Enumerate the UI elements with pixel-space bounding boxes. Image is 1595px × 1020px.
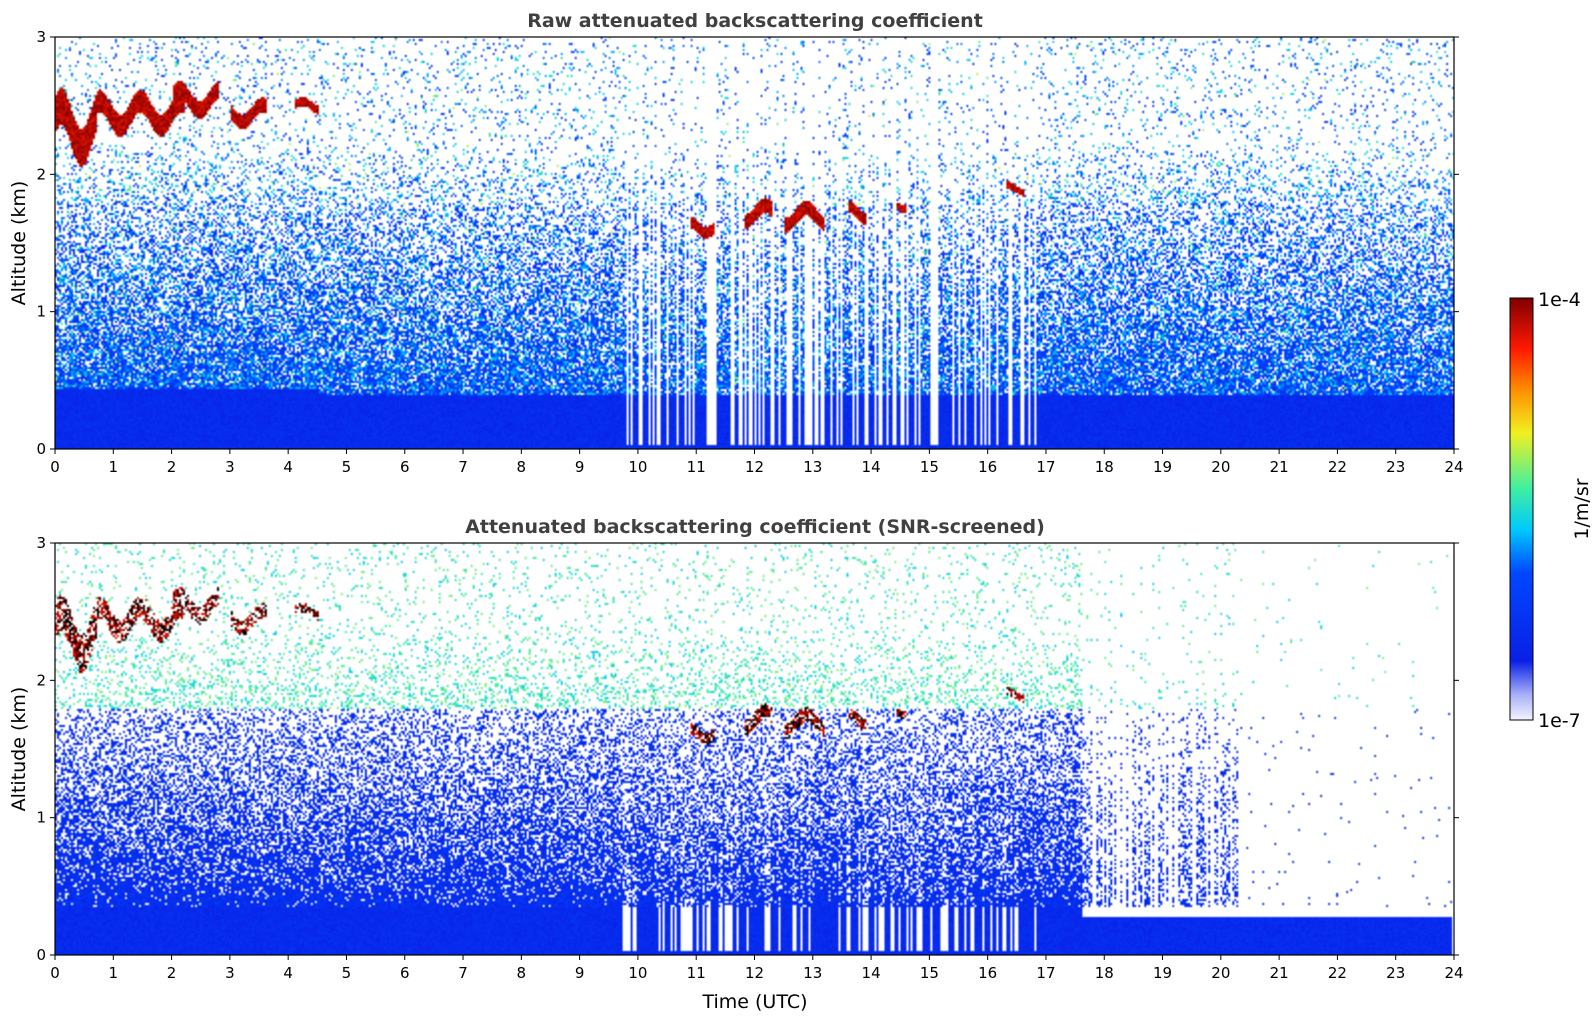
x-tick-label: 10 <box>628 458 647 476</box>
y-tick-label: 2 <box>36 165 46 183</box>
x-tick-label: 14 <box>862 964 881 982</box>
x-tick-label: 17 <box>1036 964 1055 982</box>
x-tick-label: 11 <box>687 964 706 982</box>
x-tick-label: 11 <box>687 458 706 476</box>
x-tick-label: 1 <box>109 458 119 476</box>
x-tick-label: 4 <box>283 458 293 476</box>
x-tick-label: 18 <box>1095 964 1114 982</box>
x-tick-label: 20 <box>1211 964 1230 982</box>
x-tick-label: 15 <box>920 964 939 982</box>
panel1-heatmap <box>55 37 1454 449</box>
panel1-y-axis-label: Altitude (km) <box>8 181 30 306</box>
x-tick-label: 13 <box>803 964 822 982</box>
x-tick-label: 5 <box>342 458 352 476</box>
colorbar-unit-label: 1/m/sr <box>1571 478 1593 539</box>
x-tick-label: 21 <box>1270 458 1289 476</box>
x-tick-label: 6 <box>400 964 410 982</box>
panel1-plot-area <box>54 36 1455 450</box>
x-tick-label: 3 <box>225 458 235 476</box>
x-tick-label: 6 <box>400 458 410 476</box>
panel2-heatmap <box>55 543 1454 955</box>
x-tick-label: 15 <box>920 458 939 476</box>
colorbar: 1e-4 1e-7 1/m/sr <box>1509 289 1593 732</box>
x-tick-label: 20 <box>1211 458 1230 476</box>
y-tick-label: 0 <box>36 440 46 458</box>
colorbar-min-label: 1e-7 <box>1538 710 1581 732</box>
panel2-x-ticks: 0 1 2 3 4 5 6 7 8 9 10 11 12 13 14 15 16 17 18 19 20 21 22 23 24 <box>50 955 1464 982</box>
x-tick-label: 2 <box>167 458 177 476</box>
x-axis-label: Time (UTC) <box>701 991 807 1013</box>
panel1-y-ticks: 0 1 2 3 <box>36 28 1459 458</box>
x-tick-label: 22 <box>1328 458 1347 476</box>
panel2-plot-area <box>54 542 1455 956</box>
x-tick-label: 1 <box>109 964 119 982</box>
x-tick-label: 3 <box>225 964 235 982</box>
x-tick-label: 18 <box>1095 458 1114 476</box>
x-tick-label: 9 <box>575 458 585 476</box>
x-tick-label: 12 <box>745 964 764 982</box>
x-tick-label: 22 <box>1328 964 1347 982</box>
x-tick-label: 23 <box>1386 458 1405 476</box>
x-tick-label: 0 <box>50 458 60 476</box>
panel2-y-ticks: 0 1 2 3 <box>36 534 1459 964</box>
x-tick-label: 19 <box>1153 964 1172 982</box>
x-tick-label: 8 <box>517 458 527 476</box>
y-tick-label: 1 <box>36 303 46 321</box>
x-tick-label: 12 <box>745 458 764 476</box>
y-tick-label: 3 <box>36 534 46 552</box>
x-tick-label: 16 <box>978 458 997 476</box>
panel1-x-ticks: 0 1 2 3 4 5 6 7 8 9 10 11 12 13 14 15 16 17 18 19 20 21 22 23 24 <box>50 449 1464 476</box>
panel2-y-axis-label: Altitude (km) <box>8 687 30 812</box>
x-tick-label: 9 <box>575 964 585 982</box>
y-tick-label: 0 <box>36 946 46 964</box>
x-tick-label: 10 <box>628 964 647 982</box>
x-tick-label: 4 <box>283 964 293 982</box>
x-tick-label: 7 <box>458 964 468 982</box>
panel2-title: Attenuated backscattering coefficient (S… <box>465 516 1045 538</box>
colorbar-gradient <box>1509 297 1534 721</box>
x-tick-label: 24 <box>1444 964 1463 982</box>
x-tick-label: 8 <box>517 964 527 982</box>
x-tick-label: 24 <box>1444 458 1463 476</box>
x-tick-label: 13 <box>803 458 822 476</box>
panel1-title: Raw attenuated backscattering coefficien… <box>527 10 983 32</box>
x-tick-label: 0 <box>50 964 60 982</box>
x-tick-label: 17 <box>1036 458 1055 476</box>
x-tick-label: 7 <box>458 458 468 476</box>
x-tick-label: 23 <box>1386 964 1405 982</box>
y-tick-label: 1 <box>36 809 46 827</box>
x-tick-label: 5 <box>342 964 352 982</box>
x-tick-label: 14 <box>862 458 881 476</box>
x-tick-label: 16 <box>978 964 997 982</box>
x-tick-label: 21 <box>1270 964 1289 982</box>
x-tick-label: 2 <box>167 964 177 982</box>
y-tick-label: 2 <box>36 671 46 689</box>
colorbar-max-label: 1e-4 <box>1538 289 1581 311</box>
y-tick-label: 3 <box>36 28 46 46</box>
x-tick-label: 19 <box>1153 458 1172 476</box>
